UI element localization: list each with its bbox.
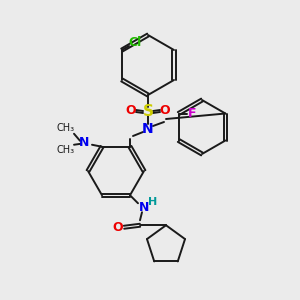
Text: Cl: Cl bbox=[128, 35, 142, 49]
Text: O: O bbox=[113, 221, 123, 234]
Text: N: N bbox=[142, 122, 154, 136]
Text: CH₃: CH₃ bbox=[57, 145, 75, 155]
Text: O: O bbox=[126, 103, 136, 116]
Text: F: F bbox=[188, 107, 197, 120]
Text: CH₃: CH₃ bbox=[57, 123, 75, 133]
Text: H: H bbox=[148, 197, 158, 207]
Text: N: N bbox=[139, 201, 149, 214]
Text: N: N bbox=[79, 136, 89, 149]
Text: S: S bbox=[142, 103, 154, 118]
Text: O: O bbox=[160, 103, 170, 116]
